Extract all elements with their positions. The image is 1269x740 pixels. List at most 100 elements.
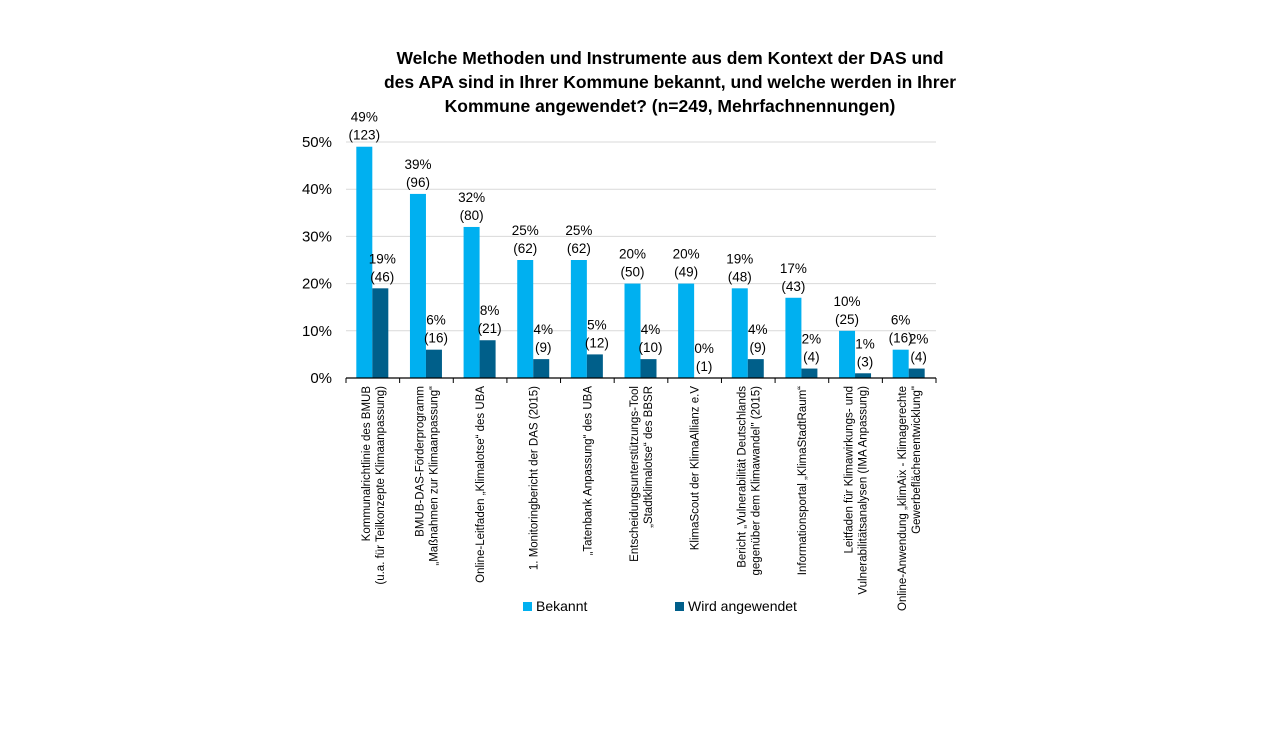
category-label: Leitfaden für Klimawirkungs- und Vulnerab… bbox=[844, 386, 870, 595]
data-label-count: (48) bbox=[728, 269, 752, 284]
data-label-percent: 6% bbox=[891, 313, 911, 328]
category-label-line: Gewerbeflächenentwicklung" bbox=[911, 386, 923, 534]
data-label-count: (1) bbox=[696, 359, 713, 374]
chart-title-line-1: Welche Methoden und Instrumente aus dem … bbox=[396, 48, 944, 68]
bar-bekannt bbox=[356, 146, 373, 378]
data-label-count: (21) bbox=[478, 321, 502, 336]
category-label: Online-Leitfaden „Klimalotse“ des UBA bbox=[475, 386, 487, 583]
category-label-line: Entscheidungsunterstützungs-Tool bbox=[629, 386, 641, 562]
category-label-line: „Tatenbank Anpassung“ des UBA bbox=[582, 386, 594, 556]
data-label-count: (9) bbox=[535, 340, 552, 355]
data-label-percent: 49% bbox=[351, 110, 378, 125]
category-label-line: KlimaScout der KlimaAllianz e.V bbox=[690, 386, 702, 551]
data-label-percent: 39% bbox=[404, 157, 431, 172]
data-label-percent: 5% bbox=[587, 317, 607, 332]
data-label-count: (46) bbox=[370, 269, 394, 284]
category-label-line: Online-Anwendung „klimAix - Klimagerecht… bbox=[897, 386, 909, 611]
data-label-count: (16) bbox=[424, 331, 448, 346]
data-label-percent: 4% bbox=[748, 322, 768, 337]
bar-bekannt bbox=[517, 260, 534, 378]
bar-bekannt bbox=[624, 283, 641, 378]
x-axis bbox=[345, 377, 937, 383]
bar-wird-angewendet bbox=[372, 288, 389, 378]
data-label-percent: 8% bbox=[480, 303, 500, 318]
category-label: Entscheidungsunterstützungs-Tool „Stadtkl… bbox=[629, 386, 655, 562]
category-label-line: BMUB-DAS-Förderprogramm bbox=[414, 386, 426, 537]
y-axis-ticks: 0% 10% 20% 30% 40% 50% bbox=[302, 134, 332, 387]
category-label: BMUB-DAS-Förderprogramm „Maßnahmen zur Kl… bbox=[414, 386, 440, 566]
bar-wird-angewendet bbox=[908, 368, 925, 378]
category-label-line: Leitfaden für Klimawirkungs- und bbox=[844, 386, 856, 553]
category-label: „Tatenbank Anpassung“ des UBA bbox=[582, 386, 594, 556]
bar-bekannt bbox=[785, 297, 802, 378]
data-label-percent: 25% bbox=[512, 223, 539, 238]
data-label-count: (25) bbox=[835, 312, 859, 327]
bar-wird-angewendet bbox=[533, 359, 550, 378]
data-label-count: (50) bbox=[620, 265, 644, 280]
data-label-count: (62) bbox=[513, 241, 537, 256]
bar-bekannt bbox=[463, 226, 480, 378]
bar-bekannt bbox=[839, 330, 856, 378]
category-label-line: Kommunalrichtlinie des BMUB bbox=[361, 386, 373, 542]
data-label-percent: 25% bbox=[565, 223, 592, 238]
bar-wird-angewendet bbox=[586, 354, 603, 378]
category-label: 1. Monitoringbericht der DAS (2015) bbox=[529, 386, 541, 570]
category-label: Bericht „Vulnerabilität Deutschlands gege… bbox=[736, 386, 762, 576]
category-label-line: Informationsportal „KlimaStadtRaum“ bbox=[797, 386, 809, 575]
category-label-line: 1. Monitoringbericht der DAS (2015) bbox=[529, 386, 541, 570]
bar-wird-angewendet bbox=[801, 368, 818, 378]
bar-wird-angewendet bbox=[425, 349, 442, 378]
data-labels: 49% (123) 39% (96) 32% (80) 25% (62) 25% (62) 20% (… bbox=[349, 110, 929, 374]
legend-swatch-wird-angewendet bbox=[675, 602, 684, 611]
chart-title: Welche Methoden und Instrumente aus dem … bbox=[360, 46, 980, 118]
data-label-percent: 20% bbox=[619, 247, 646, 262]
data-label-percent: 4% bbox=[641, 322, 661, 337]
data-label-count: (16) bbox=[889, 331, 913, 346]
legend-label-bekannt: Bekannt bbox=[536, 598, 587, 614]
chart-title-line-2: des APA sind in Ihrer Kommune bekannt, u… bbox=[383, 72, 957, 92]
data-label-percent: 0% bbox=[694, 341, 714, 356]
data-label-count: (4) bbox=[910, 350, 927, 365]
data-label-percent: 2% bbox=[802, 332, 822, 347]
gridlines bbox=[346, 141, 936, 332]
data-label-percent: 6% bbox=[426, 313, 446, 328]
y-tick-label: 30% bbox=[302, 228, 332, 245]
bar-wird-angewendet bbox=[479, 340, 496, 378]
category-label: KlimaScout der KlimaAllianz e.V bbox=[690, 386, 702, 551]
data-label-count: (96) bbox=[406, 175, 430, 190]
bar-bekannt bbox=[570, 260, 587, 378]
y-tick-label: 50% bbox=[302, 134, 332, 151]
data-label-percent: 2% bbox=[909, 332, 929, 347]
data-label-percent: 10% bbox=[834, 294, 861, 309]
category-label: Online-Anwendung „klimAix - Klimagerecht… bbox=[897, 386, 923, 611]
y-tick-label: 10% bbox=[302, 323, 332, 340]
data-label-count: (80) bbox=[460, 208, 484, 223]
bars bbox=[356, 146, 925, 378]
category-label-line: „Stadtklimalotse“ des BBSR bbox=[643, 386, 655, 528]
data-label-count: (10) bbox=[638, 340, 662, 355]
chart-title-line-3: Kommune angewendet? (n=249, Mehrfachnenn… bbox=[444, 96, 896, 116]
y-tick-label: 20% bbox=[302, 276, 332, 293]
data-label-count: (3) bbox=[857, 354, 874, 369]
data-label-percent: 19% bbox=[726, 251, 753, 266]
data-label-count: (9) bbox=[750, 340, 767, 355]
data-label-percent: 4% bbox=[533, 322, 553, 337]
data-label-count: (123) bbox=[349, 128, 381, 143]
category-label-line: (u.a. für Teilkonzepte Klimaanpassung) bbox=[375, 386, 387, 585]
data-label-percent: 17% bbox=[780, 261, 807, 276]
bar-bekannt bbox=[678, 283, 695, 378]
data-label-percent: 1% bbox=[855, 336, 875, 351]
bar-wird-angewendet bbox=[640, 359, 657, 378]
data-label-count: (12) bbox=[585, 335, 609, 350]
category-labels: Kommunalrichtlinie des BMUB (u.a. für Tei… bbox=[361, 386, 923, 611]
bar-bekannt bbox=[409, 193, 426, 378]
category-label-line: „Maßnahmen zur Klimaanpassung“ bbox=[428, 386, 440, 566]
legend: Bekannt Wird angewendet bbox=[523, 598, 797, 614]
data-label-percent: 20% bbox=[673, 247, 700, 262]
category-label-line: gegenüber dem Klimawandel" (2015) bbox=[750, 386, 762, 576]
data-label-count: (4) bbox=[803, 350, 820, 365]
data-label-count: (49) bbox=[674, 265, 698, 280]
legend-swatch-bekannt bbox=[523, 602, 532, 611]
y-tick-label: 40% bbox=[302, 181, 332, 198]
